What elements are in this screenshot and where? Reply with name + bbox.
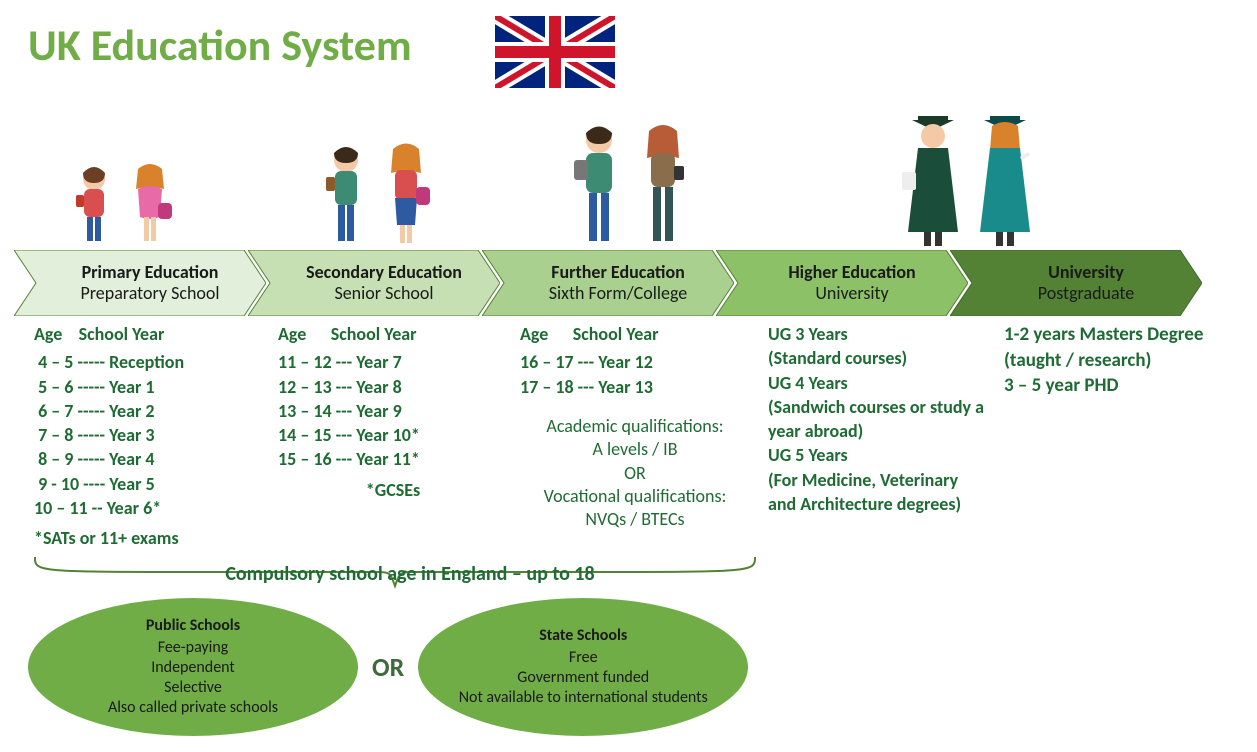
further-col: Age School Year 16 – 17 --- Year 12 17 –… bbox=[520, 322, 750, 532]
chevron-title: Higher Education bbox=[788, 262, 915, 283]
chevron-postgrad: University Postgraduate bbox=[950, 250, 1202, 316]
stage-chevrons: Primary Education Preparatory School Sec… bbox=[14, 250, 1244, 316]
chevron-higher: Higher Education University bbox=[716, 250, 968, 316]
chevron-further: Further Education Sixth Form/College bbox=[482, 250, 734, 316]
chevron-subtitle: University bbox=[815, 283, 888, 304]
chevron-subtitle: Preparatory School bbox=[80, 283, 219, 304]
further-students-icon bbox=[570, 118, 692, 246]
compulsory-label: Compulsory school age in England – up to… bbox=[70, 562, 750, 586]
or-label: OR bbox=[372, 651, 404, 683]
primary-students-icon bbox=[70, 135, 176, 245]
postgrad-col: 1-2 years Masters Degree (taught / resea… bbox=[1004, 322, 1224, 399]
chevron-title: Secondary Education bbox=[306, 262, 462, 283]
primary-col: Age School Year 4 – 5 ----- Reception 5 … bbox=[34, 322, 264, 551]
chevron-title: University bbox=[1048, 262, 1124, 283]
secondary-col: Age School Year 11 – 12 --- Year 7 12 – … bbox=[278, 322, 508, 502]
chevron-title: Further Education bbox=[551, 262, 685, 283]
chevron-secondary: Secondary Education Senior School bbox=[248, 250, 500, 316]
chevron-title: Primary Education bbox=[82, 262, 219, 283]
page-title: UK Education System bbox=[28, 18, 412, 72]
school-type-ellipses: Public Schools Fee-paying Independent Se… bbox=[28, 598, 748, 736]
state-schools-ellipse: State Schools Free Government funded Not… bbox=[418, 598, 748, 736]
chevron-subtitle: Postgraduate bbox=[1038, 283, 1134, 304]
public-schools-ellipse: Public Schools Fee-paying Independent Se… bbox=[28, 598, 358, 736]
secondary-students-icon bbox=[320, 135, 434, 245]
chevron-primary: Primary Education Preparatory School bbox=[14, 250, 266, 316]
uk-flag-icon bbox=[495, 16, 615, 88]
chevron-subtitle: Senior School bbox=[334, 283, 433, 304]
graduates-icon bbox=[900, 108, 1038, 248]
higher-col: UG 3 Years (Standard courses) UG 4 Years… bbox=[768, 322, 988, 516]
chevron-subtitle: Sixth Form/College bbox=[549, 283, 688, 304]
